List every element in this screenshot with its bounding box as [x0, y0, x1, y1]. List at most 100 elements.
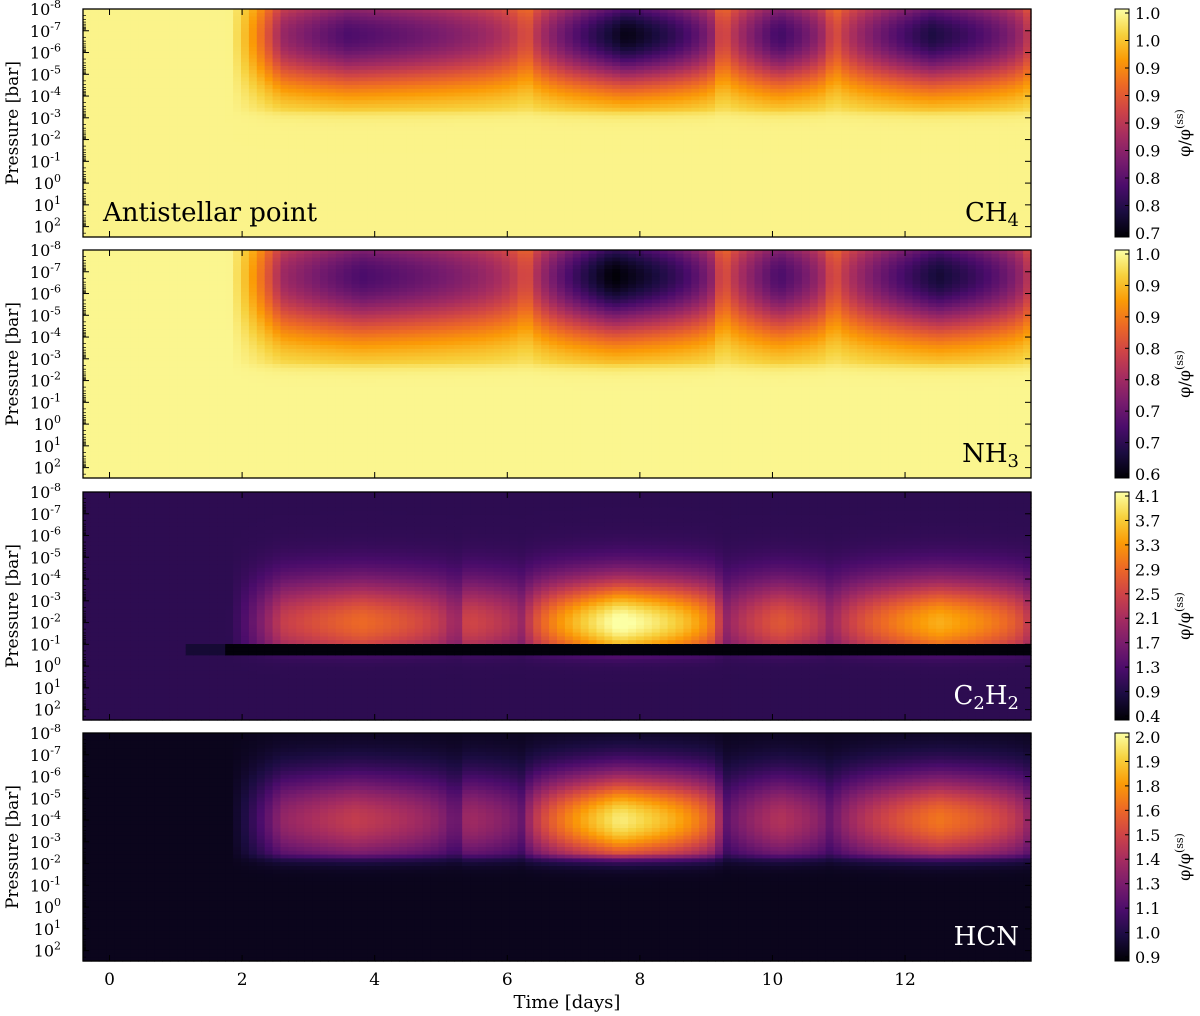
heatmap-cell — [320, 153, 329, 158]
heatmap-cell — [272, 183, 282, 189]
heatmap-cell — [406, 43, 416, 48]
heatmap-cell — [564, 180, 574, 185]
heatmap-cell — [588, 20, 598, 25]
heatmap-cell — [296, 39, 305, 44]
heatmap-cell — [485, 85, 495, 90]
heatmap-cell — [549, 134, 558, 139]
heatmap-cell — [446, 66, 455, 71]
heatmap-cell — [699, 172, 708, 177]
heatmap-cell — [509, 214, 519, 219]
heatmap-cell — [683, 104, 692, 109]
heatmap-cell — [643, 85, 653, 90]
heatmap-cell — [406, 115, 416, 120]
heatmap-cell — [272, 191, 282, 196]
heatmap-cell — [169, 73, 179, 78]
heatmap-cell — [533, 20, 542, 25]
heatmap-cell — [146, 62, 155, 67]
heatmap-cell — [162, 28, 171, 33]
heatmap-cell — [691, 92, 700, 97]
heatmap-cell — [643, 221, 653, 227]
heatmap-cell — [730, 233, 740, 238]
heatmap-cell — [225, 199, 234, 204]
heatmap-cell — [620, 157, 629, 162]
heatmap-cell — [248, 176, 258, 181]
heatmap-cell — [256, 31, 266, 37]
heatmap-cell — [130, 24, 139, 29]
heatmap-cell — [98, 161, 108, 166]
heatmap-cell — [612, 199, 621, 204]
heatmap-cell — [438, 107, 447, 113]
heatmap-cell — [406, 81, 416, 86]
heatmap-cell — [98, 9, 108, 14]
heatmap-cell — [422, 12, 432, 18]
heatmap-cell — [296, 20, 305, 25]
heatmap-cell — [406, 62, 416, 67]
heatmap-cell — [106, 31, 116, 37]
heatmap-cell — [517, 119, 526, 124]
heatmap-cell — [446, 69, 455, 75]
heatmap-cell — [83, 96, 92, 101]
heatmap-cell — [730, 107, 740, 113]
heatmap-cell — [272, 199, 282, 204]
heatmap-cell — [730, 199, 740, 204]
heatmap-cell — [501, 142, 511, 147]
heatmap-cell — [730, 28, 740, 33]
heatmap-cell — [533, 50, 542, 56]
heatmap-cell — [699, 104, 708, 109]
heatmap-cell — [98, 12, 108, 18]
heatmap-cell — [185, 88, 195, 94]
heatmap-cell — [209, 229, 218, 234]
heatmap-cell — [541, 77, 550, 82]
heatmap-cell — [256, 66, 266, 71]
heatmap-cell — [722, 126, 732, 132]
heatmap-cell — [383, 111, 392, 116]
heatmap-cell — [114, 77, 124, 82]
heatmap-cell — [636, 225, 645, 230]
heatmap-cell — [683, 202, 692, 208]
heatmap-cell — [636, 199, 645, 204]
heatmap-cell — [707, 85, 716, 90]
heatmap-cell — [288, 187, 297, 192]
heatmap-cell — [193, 104, 203, 109]
heatmap-cell — [201, 126, 210, 132]
heatmap-cell — [549, 9, 558, 14]
heatmap-cell — [169, 119, 179, 124]
heatmap-cell — [462, 233, 471, 238]
heatmap-cell — [383, 153, 392, 158]
heatmap-cell — [564, 191, 574, 196]
heatmap-cell — [707, 12, 716, 18]
heatmap-cell — [715, 69, 724, 75]
heatmap-cell — [280, 218, 289, 223]
heatmap-cell — [604, 168, 613, 173]
heatmap-cell — [533, 115, 542, 120]
heatmap-cell — [248, 210, 258, 215]
heatmap-cell — [707, 43, 716, 48]
heatmap-cell — [217, 172, 226, 177]
heatmap-cell — [564, 28, 574, 33]
heatmap-cell — [628, 104, 637, 109]
heatmap-cell — [707, 119, 716, 124]
heatmap-cell — [454, 50, 463, 56]
heatmap-cell — [493, 50, 503, 56]
heatmap-cell — [414, 39, 424, 44]
heatmap-cell — [501, 130, 511, 135]
heatmap-cell — [256, 81, 266, 86]
heatmap-cell — [722, 28, 732, 33]
heatmap-cell — [667, 168, 677, 173]
heatmap-cell — [130, 81, 139, 86]
heatmap-cell — [501, 16, 511, 21]
heatmap-cell — [549, 111, 558, 116]
heatmap-cell — [422, 39, 432, 44]
heatmap-cell — [462, 195, 471, 200]
heatmap-cell — [248, 180, 258, 185]
heatmap-cell — [288, 35, 297, 40]
heatmap-cell — [572, 62, 582, 67]
heatmap-cell — [248, 206, 258, 211]
heatmap-cell — [628, 180, 637, 185]
heatmap-cell — [209, 138, 218, 143]
heatmap-cell — [651, 202, 661, 208]
heatmap-cell — [612, 145, 621, 151]
heatmap-cell — [643, 130, 653, 135]
heatmap-cell — [399, 145, 408, 151]
heatmap-cell — [715, 50, 724, 56]
